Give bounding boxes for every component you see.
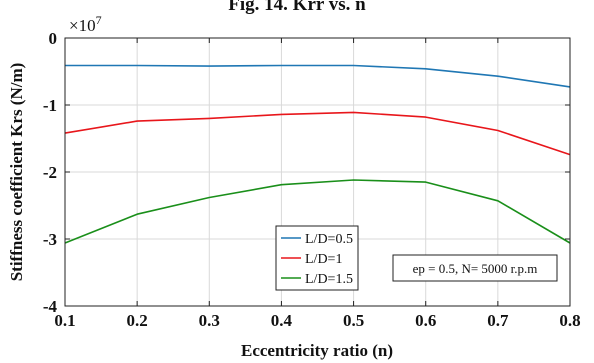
x-tick-label: 0.7 [487,311,509,330]
x-tick-label: 0.6 [415,311,436,330]
x-tick-label: 0.8 [559,311,580,330]
series-line-1 [65,64,571,88]
annotation-text: ep = 0.5, N= 5000 r.p.m [413,261,538,276]
legend: L/D=0.5 L/D=1 L/D=1.5 [275,225,359,291]
exponent-power: 7 [96,13,102,27]
x-tick-label: 0.1 [54,311,75,330]
y-ticks: 0 -1 -2 -3 -4 [43,29,570,316]
chart-title: Fig. 14. Krr vs. n [228,0,366,15]
legend-label-3: L/D=1.5 [305,272,353,287]
y-axis-label: Stiffness coefficient Krs (N/m) [7,63,26,282]
exponent-base: ×10 [69,16,96,35]
x-tick-label: 0.2 [127,311,148,330]
x-ticks: 0.1 0.2 0.3 0.4 0.5 0.6 0.7 0.8 [54,38,581,330]
series-line-2 [64,111,571,156]
y-tick-label: 0 [49,29,58,48]
legend-label-1: L/D=0.5 [305,232,353,247]
y-tick-label: -2 [43,163,57,182]
y-tick-label: -4 [43,297,58,316]
y-exponent: ×107 [69,13,102,35]
x-tick-label: 0.5 [343,311,364,330]
annotation-box [392,254,558,282]
x-tick-label: 0.3 [199,311,220,330]
series-line-3 [64,179,571,244]
y-tick-label: -3 [43,230,57,249]
y-tick-label: -1 [43,96,57,115]
annotation: ep = 0.5, N= 5000 r.p.m [392,254,558,282]
series-lines [64,64,571,244]
x-tick-label: 0.4 [271,311,293,330]
x-axis-label: Eccentricity ratio (n) [241,341,393,360]
legend-label-2: L/D=1 [305,252,342,267]
